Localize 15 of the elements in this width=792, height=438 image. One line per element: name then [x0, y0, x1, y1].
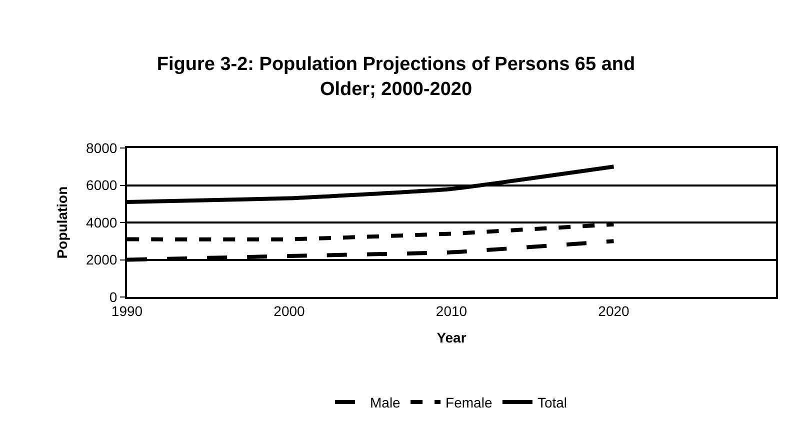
legend-label: Male	[370, 394, 401, 410]
x-tick-label: 2000	[274, 302, 306, 319]
y-tick-label: 8000	[86, 140, 118, 156]
legend-label: Total	[537, 394, 568, 410]
legend-label: Female	[446, 394, 492, 410]
y-tick-label: 2000	[86, 252, 118, 268]
y-axis-title: Population	[54, 186, 70, 259]
chart-title: Figure 3-2: Population Projections of Persons 65 and Older; 2000-2020	[156, 54, 636, 100]
x-tick-label: 1990	[111, 302, 143, 319]
x-tick-label: 2010	[436, 302, 468, 319]
y-tick-label: 4000	[86, 214, 118, 230]
x-tick-label: 2020	[598, 302, 630, 319]
y-tick-label: 0	[109, 288, 118, 305]
y-tick-label: 6000	[86, 177, 118, 194]
x-axis-title: Year	[436, 330, 467, 346]
